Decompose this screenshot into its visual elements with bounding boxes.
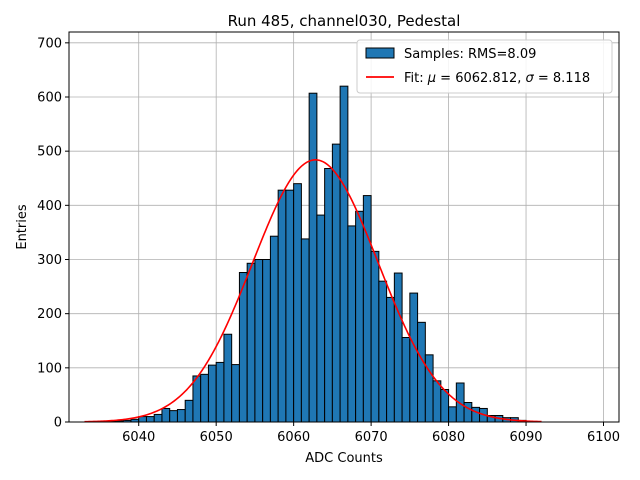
histogram-bar [215, 361, 225, 423]
histogram-bar [393, 272, 403, 423]
histogram-bar [223, 333, 233, 423]
x-tick-label: 6040 [122, 430, 155, 445]
legend-label-fit: Fit: μ = 6062.812, σ = 8.118 [404, 71, 590, 86]
histogram-bar [176, 409, 186, 423]
histogram-bar [424, 354, 434, 423]
histogram-bar [293, 183, 302, 423]
histogram-bar [471, 406, 481, 423]
histogram-bar [409, 292, 419, 423]
histogram-bar [246, 262, 256, 423]
x-tick-label: 6090 [509, 430, 542, 445]
x-tick-label: 6100 [587, 430, 620, 445]
histogram-bar [440, 389, 450, 423]
histogram-bar [324, 168, 333, 423]
histogram-bar [277, 189, 287, 423]
histogram-bar [231, 364, 240, 423]
histogram-bar [432, 380, 442, 423]
legend-swatch-samples [365, 47, 395, 59]
legend-fit-mu-symbol: μ [427, 71, 436, 86]
histogram-bar [308, 92, 318, 423]
y-tick-label: 600 [37, 91, 62, 106]
histogram-bar [169, 410, 178, 423]
histogram-bar [200, 373, 209, 423]
x-tick-label: 6070 [355, 430, 388, 445]
histogram-bar [370, 250, 380, 423]
histogram-bar [153, 413, 163, 423]
x-tick-label: 6080 [432, 430, 465, 445]
plot-frame [68, 31, 620, 423]
histogram-bar [207, 364, 217, 423]
legend: Samples: RMS=8.09 Fit: μ = 6062.812, σ =… [356, 39, 613, 94]
x-axis-label: ADC Counts [305, 451, 383, 466]
x-tick-label: 6060 [277, 430, 310, 445]
histogram-bar [269, 235, 279, 423]
histogram-bar [448, 406, 457, 423]
histogram-bar [401, 337, 411, 423]
histogram-bar [262, 259, 271, 423]
y-tick-label: 400 [37, 199, 62, 214]
histogram-bar [316, 214, 326, 423]
histogram-bar [417, 321, 426, 423]
fit-curve [84, 159, 542, 423]
legend-fit-mu-value: = 6062.812, [436, 71, 525, 86]
histogram-bar [300, 238, 310, 423]
y-axis-ticks: 0 100 200 300 400 500 600 700 [37, 36, 69, 431]
y-axis-label: Entries [15, 204, 30, 250]
histogram-bar [386, 296, 395, 423]
y-tick-label: 0 [54, 416, 62, 431]
chart-title: Run 485, channel030, Pedestal [228, 12, 461, 30]
legend-box [356, 39, 613, 94]
legend-fit-prefix: Fit: [404, 71, 428, 86]
histogram-bar [285, 189, 295, 423]
histogram-bar [192, 375, 202, 423]
y-tick-label: 700 [37, 36, 62, 51]
histogram-bar [161, 407, 171, 423]
histogram-bar [184, 399, 194, 423]
histogram-bar [463, 402, 473, 423]
y-tick-label: 500 [37, 145, 62, 160]
histogram-bar [339, 85, 349, 423]
histogram-bar [347, 225, 357, 423]
histogram-bar [145, 416, 155, 423]
y-tick-label: 300 [37, 253, 62, 268]
x-tick-label: 6050 [200, 430, 233, 445]
y-tick-label: 200 [37, 307, 62, 322]
legend-fit-sigma-value: = 8.118 [534, 71, 590, 86]
y-tick-label: 100 [37, 361, 62, 376]
legend-fit-sigma-symbol: σ [526, 71, 535, 86]
x-axis-ticks: 6040 6050 6060 6070 6080 6090 6100 [122, 422, 620, 445]
legend-label-samples: Samples: RMS=8.09 [404, 47, 536, 62]
histogram-bar [254, 259, 264, 423]
histogram-bar [378, 280, 388, 423]
histogram-bar [331, 143, 341, 423]
histogram-bar [355, 210, 364, 423]
